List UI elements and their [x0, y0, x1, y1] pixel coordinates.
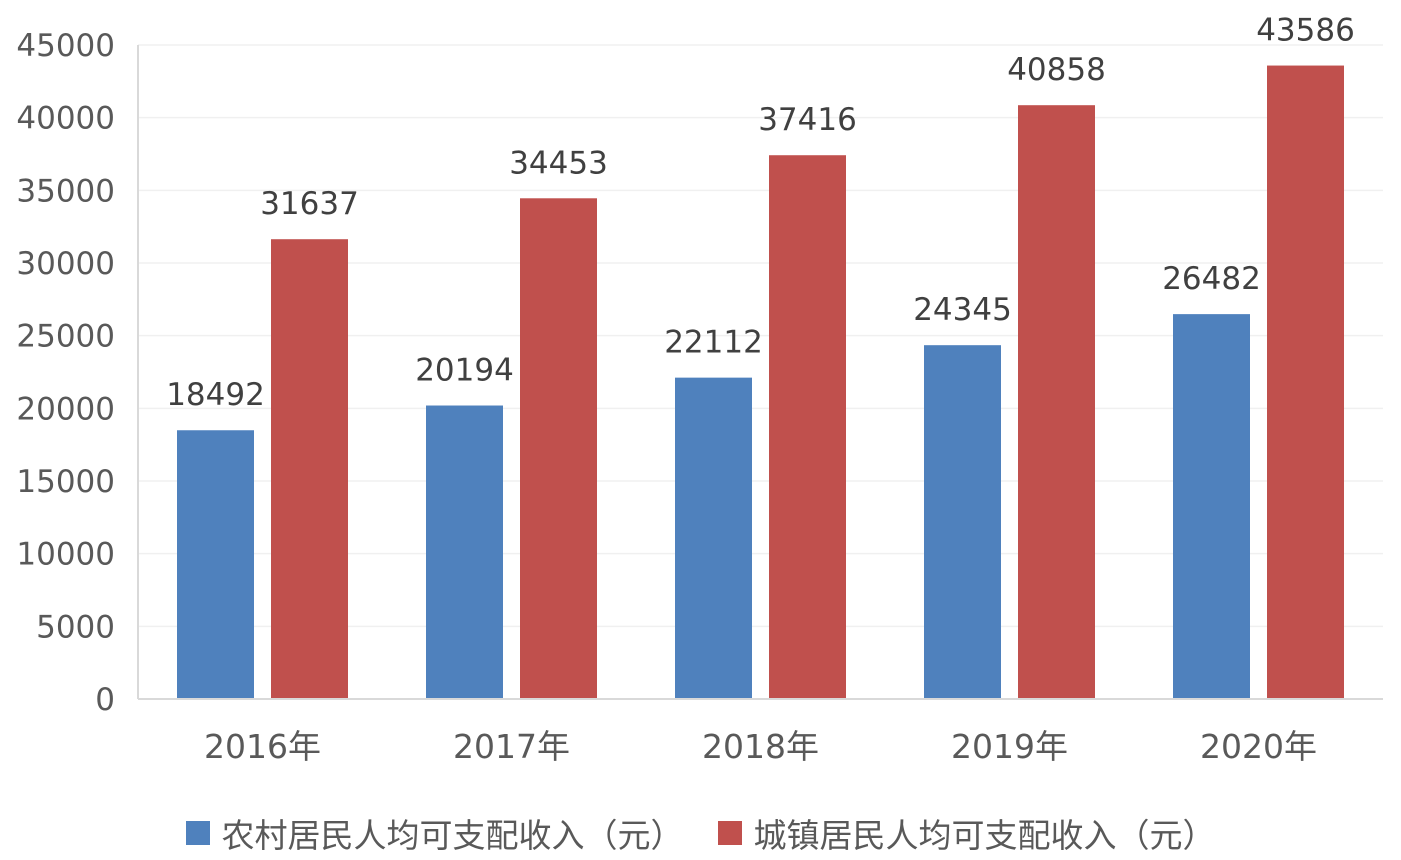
- data-label: 24345: [913, 292, 1012, 328]
- data-label: 43586: [1256, 13, 1355, 49]
- legend-label-rural: 农村居民人均可支配收入（元）: [221, 816, 684, 855]
- bar: [520, 198, 597, 699]
- bar: [675, 377, 752, 699]
- y-tick-label: 30000: [16, 246, 115, 282]
- y-tick-label: 40000: [16, 101, 115, 137]
- legend-item-urban: 城镇居民人均可支配收入（元）: [717, 809, 1216, 857]
- data-label: 40858: [1007, 52, 1106, 88]
- legend: 农村居民人均可支配收入（元） 城镇居民人均可支配收入（元）: [0, 808, 1401, 858]
- y-tick-label: 25000: [16, 319, 115, 355]
- bar: [924, 345, 1001, 699]
- bar: [426, 405, 503, 699]
- data-label: 20194: [415, 353, 514, 389]
- legend-swatch-rural: [185, 821, 210, 845]
- data-label: 22112: [664, 325, 763, 361]
- bar: [769, 155, 846, 699]
- x-tick-label: 2016年: [204, 727, 321, 766]
- bar: [1173, 314, 1250, 699]
- y-tick-label: 35000: [16, 173, 115, 209]
- data-label: 26482: [1162, 261, 1261, 297]
- x-tick-label: 2019年: [951, 727, 1068, 766]
- data-label: 34453: [509, 145, 608, 181]
- legend-item-rural: 农村居民人均可支配收入（元）: [185, 809, 684, 857]
- bar: [177, 430, 254, 699]
- bar: [1267, 65, 1344, 700]
- bar: [271, 239, 348, 700]
- y-tick-label: 0: [95, 682, 115, 718]
- x-tick-label: 2017年: [453, 727, 570, 766]
- legend-label-urban: 城镇居民人均可支配收入（元）: [753, 816, 1216, 855]
- x-tick-label: 2018年: [702, 727, 819, 766]
- y-tick-label: 20000: [16, 391, 115, 427]
- y-tick-label: 5000: [36, 609, 115, 645]
- data-label: 37416: [758, 102, 857, 138]
- data-label: 31637: [260, 186, 359, 222]
- bar-chart: 0 5000 10000 15000 20000 25000 30000 35000 40000…: [16, 13, 1383, 766]
- y-tick-label: 15000: [16, 464, 115, 500]
- x-tick-label: 2020年: [1200, 727, 1317, 766]
- y-tick-label: 10000: [16, 537, 115, 573]
- bar: [1018, 105, 1095, 699]
- y-tick-label: 45000: [16, 28, 115, 64]
- legend-swatch-urban: [717, 821, 742, 845]
- data-label: 18492: [166, 377, 265, 413]
